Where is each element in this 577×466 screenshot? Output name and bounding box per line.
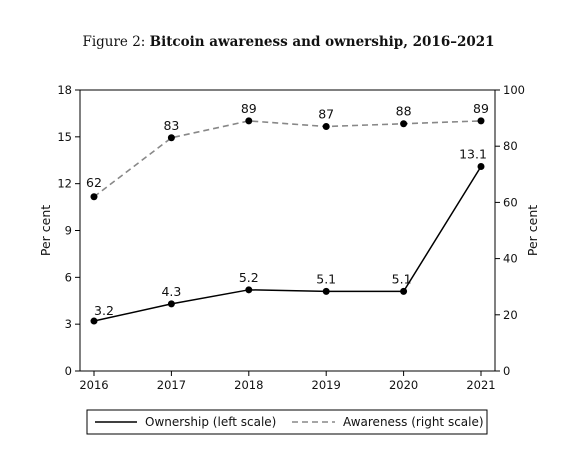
right-tick-label: 40 [503, 252, 518, 266]
data-label: 13.1 [459, 146, 487, 161]
chart-legend: Ownership (left scale) Awareness (right s… [86, 409, 488, 435]
series-line-0 [93, 166, 482, 322]
right-tick-label: 20 [503, 308, 518, 322]
data-point [90, 193, 98, 201]
data-label: 5.1 [316, 271, 336, 286]
right-tick-label: 0 [503, 364, 510, 378]
legend-label-awareness: Awareness (right scale) [343, 415, 484, 429]
data-point [322, 287, 330, 295]
x-tick-label: 2019 [312, 378, 341, 392]
x-tick-label: 2017 [157, 378, 186, 392]
data-label: 87 [318, 107, 334, 122]
left-tick-label: 0 [65, 364, 72, 378]
right-axis-title: Per cent [525, 205, 540, 256]
left-tick-label: 3 [65, 317, 72, 331]
left-axis-title: Per cent [38, 205, 53, 256]
data-point [322, 123, 330, 131]
data-label: 89 [473, 101, 489, 116]
data-label: 88 [396, 104, 412, 119]
data-label: 5.2 [239, 270, 259, 285]
plot-frame [79, 89, 496, 372]
data-label: 83 [163, 118, 179, 133]
data-point [167, 134, 175, 142]
data-label: 5.1 [392, 271, 412, 286]
data-label: 3.2 [94, 303, 114, 318]
data-point [245, 117, 253, 125]
legend-box [86, 409, 488, 435]
figure-caption: Figure 2: Bitcoin awareness and ownershi… [0, 34, 577, 50]
x-tick-label: 2018 [234, 378, 263, 392]
x-tick-label: 2021 [466, 378, 495, 392]
data-point [400, 120, 408, 128]
right-tick-label: 100 [503, 83, 525, 97]
chart-axes: 0 3 6 9 12 15 18 0 20 40 60 80 100 2016 2017 2018 2019 20… [38, 83, 540, 392]
left-tick-label: 6 [65, 270, 72, 284]
figure-prefix: Figure 2: [82, 34, 146, 50]
data-point [167, 300, 175, 308]
series-line-1 [93, 120, 482, 198]
chart-series: 3.2 4.3 5.2 5.1 5.1 13.1 62 83 89 87 88 89 [86, 101, 489, 325]
left-tick-label: 18 [57, 83, 72, 97]
data-label: 4.3 [161, 284, 181, 299]
data-point [477, 162, 485, 170]
figure-title: Bitcoin awareness and ownership, 2016–20… [149, 34, 495, 50]
left-tick-label: 12 [57, 177, 72, 191]
right-tick-label: 60 [503, 195, 518, 209]
data-label: 89 [241, 101, 257, 116]
left-tick-label: 15 [57, 130, 72, 144]
right-tick-label: 80 [503, 139, 518, 153]
data-label: 62 [86, 175, 102, 190]
x-tick-label: 2016 [79, 378, 108, 392]
data-point [90, 317, 98, 325]
data-point [245, 286, 253, 294]
data-point [477, 117, 485, 125]
data-point [400, 287, 408, 295]
x-tick-label: 2020 [389, 378, 418, 392]
legend-label-ownership: Ownership (left scale) [145, 415, 276, 429]
left-tick-label: 9 [65, 224, 72, 238]
